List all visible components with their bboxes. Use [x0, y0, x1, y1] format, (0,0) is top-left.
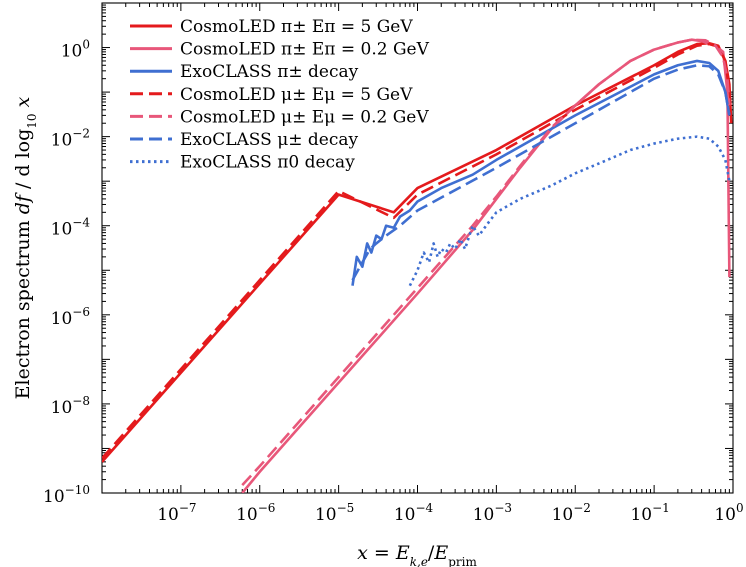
- y-tick-label: 10−10: [43, 483, 90, 507]
- y-tick-label: 10−8: [51, 394, 90, 418]
- x-tick-label: 10−1: [630, 501, 669, 525]
- x-tick-label: 10−7: [157, 501, 196, 525]
- x-axis-label: x = Ek,e/Eprim: [357, 542, 477, 567]
- x-tick-label: 10−5: [315, 501, 354, 525]
- series-line-7: [408, 135, 731, 287]
- y-tick-label: 10−6: [51, 305, 90, 329]
- legend-label-7: ExoCLASS π0 decay: [180, 153, 355, 173]
- legend: CosmoLED π± Eπ = 5 GeV CosmoLED π± Eπ = 0…: [130, 17, 430, 173]
- x-tick-label: 10−2: [552, 501, 591, 525]
- x-tick-label: 10−6: [236, 501, 275, 525]
- x-tick-label: 10−4: [394, 501, 434, 525]
- legend-label-2: CosmoLED π± Eπ = 0.2 GeV: [180, 40, 430, 60]
- series-line-1: [102, 41, 733, 463]
- y-axis-label: Electron spectrum df / d log10 x: [12, 96, 39, 399]
- legend-label-4: CosmoLED μ± Eμ = 5 GeV: [180, 85, 413, 105]
- legend-label-1: CosmoLED π± Eπ = 5 GeV: [180, 17, 413, 37]
- series-line-3: [351, 59, 731, 286]
- legend-label-6: ExoCLASS μ± decay: [180, 130, 358, 150]
- legend-label-3: ExoCLASS π± decay: [180, 62, 359, 82]
- axis-tick-labels: 10−7 10−6 10−5 10−4 10−3 10−2 10−1 100 10−10 10−8…: [43, 38, 744, 525]
- y-tick-label: 10−4: [51, 216, 91, 240]
- series-line-6: [351, 63, 731, 281]
- x-tick-label: 10−3: [473, 501, 512, 525]
- series-lines: [102, 38, 733, 493]
- y-tick-label: 10−2: [51, 127, 90, 151]
- legend-label-5: CosmoLED μ± Eμ = 0.2 GeV: [180, 107, 429, 127]
- series-line-4: [102, 42, 731, 460]
- y-tick-label: 100: [61, 38, 90, 62]
- x-tick-label: 100: [714, 501, 743, 525]
- series-line-5: [241, 38, 731, 487]
